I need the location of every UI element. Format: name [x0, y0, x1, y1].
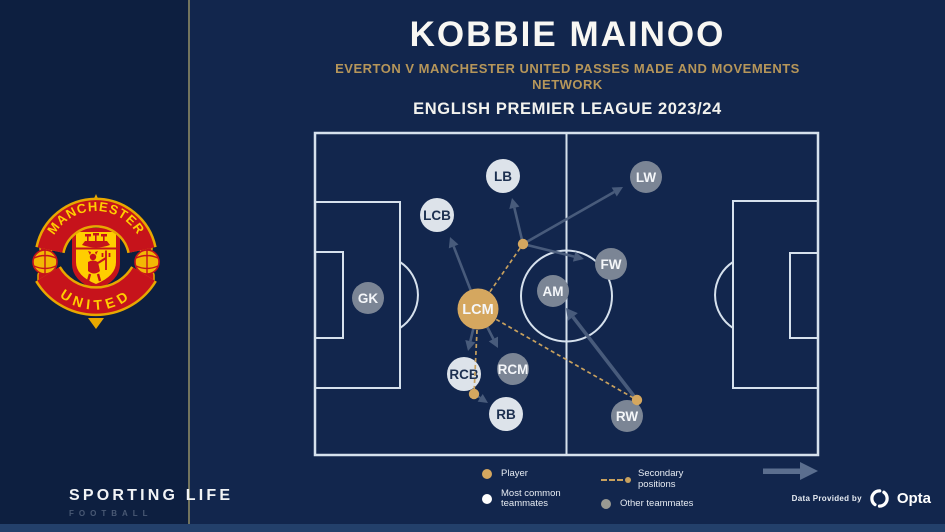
- player-node-rb: RB: [489, 397, 523, 431]
- player-node-label: AM: [543, 284, 564, 299]
- player-node-circle: [489, 397, 523, 431]
- legend-label-secondary-positions: Secondary positions: [638, 468, 684, 490]
- player-node-rw: RW: [611, 400, 643, 432]
- brand-sub: FOOTBALL: [69, 509, 153, 518]
- pass-arrow: [522, 242, 575, 258]
- brand-block: SPORTING LIFE FOOTBALL: [69, 487, 233, 518]
- secondary-position-link: [473, 329, 478, 395]
- competition-label: ENGLISH PREMIER LEAGUE 2023/24: [413, 100, 722, 118]
- data-provider: Data Provided by Opta: [792, 488, 931, 509]
- right-six-yard-box: [789, 252, 819, 339]
- player-node-circle: [497, 353, 529, 385]
- player-node-label: RCB: [449, 367, 478, 382]
- provider-name: Opta: [896, 490, 931, 507]
- pass-arrow-head: [488, 336, 499, 348]
- player-node-label: GK: [358, 291, 379, 306]
- player-node-label: RW: [616, 409, 639, 424]
- player-node-circle: [447, 357, 481, 391]
- legend-item-most-common-teammates: Most common teammates: [482, 487, 575, 510]
- manchester-united-crest: MANCHESTER UNITED: [32, 194, 160, 329]
- header: KOBBIE MAINOO EVERTON V MANCHESTER UNITE…: [190, 16, 945, 119]
- player-node-circle: [537, 275, 569, 307]
- pass-arrow: [571, 315, 639, 402]
- secondary-position-dot: [631, 394, 643, 406]
- pass-arrow-head: [572, 251, 584, 262]
- pass-arrow-head: [509, 198, 520, 210]
- left-penalty-arc: [399, 261, 419, 329]
- right-penalty-arc: [714, 261, 734, 329]
- player-node-circle: [457, 288, 499, 330]
- secondary-position-dot: [468, 388, 480, 400]
- page-subtitle: EVERTON V MANCHESTER UNITED PASSES MADE …: [335, 61, 800, 92]
- centre-circle: [520, 249, 613, 343]
- bottom-accent-bar: [0, 524, 945, 532]
- player-node-circle: [352, 282, 384, 314]
- player-node-gk: GK: [352, 282, 384, 314]
- player-node-label: LB: [494, 169, 512, 184]
- secondary-position-link: [489, 243, 524, 293]
- crest-bottom-banner: UNITED: [35, 265, 157, 317]
- legend-item-secondary-positions: Secondary positions: [601, 468, 712, 490]
- crest-shield: [72, 228, 120, 290]
- left-six-yard-box: [314, 251, 344, 339]
- player-dot-icon: [482, 469, 492, 480]
- player-node-rcb: RCB: [447, 357, 481, 391]
- player-node-label: FW: [601, 257, 622, 272]
- pass-arrow-head: [566, 308, 578, 321]
- secondary-position-dot: [517, 238, 529, 250]
- player-node-fw: FW: [595, 248, 627, 280]
- secondary-position-link: [495, 318, 638, 401]
- brand-name: SPORTING LIFE: [69, 487, 234, 504]
- legend-label-player: Player: [501, 468, 528, 479]
- legend-item-player: Player: [482, 468, 575, 480]
- crest-bottom-ornament: [88, 318, 104, 329]
- provider-label: Data Provided by: [791, 494, 862, 503]
- player-node-label: LW: [636, 170, 657, 185]
- legend-label-other-teammates: Other teammates: [620, 498, 694, 509]
- most-common-teammates-dot-icon: [482, 494, 492, 504]
- player-node-label: LCM: [462, 302, 493, 318]
- pass-arrow-head: [448, 237, 459, 249]
- player-node-circle: [420, 198, 454, 232]
- player-node-circle: [630, 161, 662, 193]
- pass-arrow-head: [465, 339, 476, 351]
- legend: Player Most common teammates Secondary p…: [482, 468, 712, 510]
- player-node-lcb: LCB: [420, 198, 454, 232]
- player-node-rcm: RCM: [497, 353, 529, 385]
- vertical-divider: [188, 0, 190, 524]
- crest-football-icons: [32, 249, 160, 275]
- direction-arrow-icon: [763, 462, 818, 480]
- player-node-lcm: LCM: [457, 288, 499, 330]
- player-node-lb: LB: [486, 159, 520, 193]
- player-node-circle: [486, 159, 520, 193]
- crest-ship: [82, 233, 110, 248]
- crest-devil: [86, 250, 111, 282]
- right-penalty-area: [732, 200, 819, 389]
- player-node-circle: [595, 248, 627, 280]
- secondary-positions-dash-icon: [601, 476, 631, 483]
- pass-arrow-head: [477, 393, 488, 403]
- other-teammates-dot-icon: [601, 499, 611, 510]
- pass-arrow: [522, 190, 615, 246]
- network-layer: GK LCB LB RCB RCM RB AM FW LW RW LCM: [352, 159, 662, 432]
- legend-label-most-common-teammates: Most common teammates: [501, 487, 561, 509]
- player-node-am: AM: [537, 275, 569, 307]
- pass-arrow-head: [611, 187, 623, 197]
- player-node-lw: LW: [630, 161, 662, 193]
- opta-logo-icon: [870, 489, 889, 508]
- player-node-label: RCM: [498, 362, 529, 377]
- pass-arrow: [513, 207, 525, 245]
- page-title: KOBBIE MAINOO: [409, 15, 726, 54]
- legend-item-other-teammates: Other teammates: [601, 498, 712, 510]
- player-node-circle: [611, 400, 643, 432]
- player-node-label: LCB: [423, 208, 451, 223]
- player-node-label: RB: [496, 407, 516, 422]
